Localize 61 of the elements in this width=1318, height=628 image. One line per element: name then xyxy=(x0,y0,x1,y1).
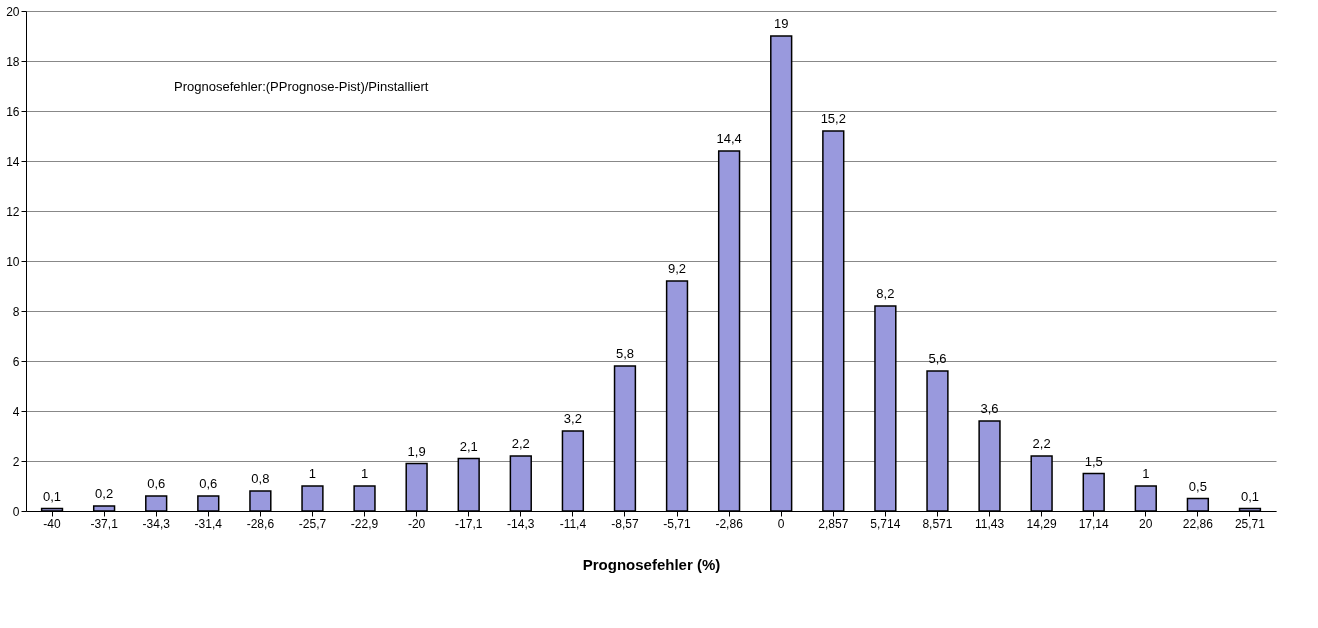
data-label: 0,5 xyxy=(1188,478,1207,494)
y-tick-label: 12 xyxy=(6,204,20,219)
x-tick-label: 2,857 xyxy=(818,516,849,531)
data-label: 0,1 xyxy=(1240,488,1259,504)
data-label: 1,5 xyxy=(1084,453,1103,469)
data-label: 3,6 xyxy=(980,401,999,416)
data-label: 19 xyxy=(773,16,789,31)
data-label: 9,2 xyxy=(668,261,687,276)
data-label: 8,2 xyxy=(876,286,895,301)
data-label: 1 xyxy=(1142,466,1150,481)
data-label: 0,6 xyxy=(199,476,218,491)
data-label: 5,6 xyxy=(928,351,947,366)
x-tick-label: -28,6 xyxy=(246,516,275,531)
data-label: 2,2 xyxy=(511,436,530,451)
y-tick-label: 8 xyxy=(12,304,20,319)
x-tick-label: 14,29 xyxy=(1026,516,1057,531)
x-tick-label: -8,57 xyxy=(611,516,639,531)
data-label: 0,1 xyxy=(43,488,62,504)
x-tick-label: -11,4 xyxy=(559,516,587,531)
data-label: 2,1 xyxy=(459,438,478,454)
x-tick-label: 17,14 xyxy=(1078,516,1110,531)
x-tick-label: -22,9 xyxy=(350,516,379,531)
x-axis-title: Prognosefehler (%) xyxy=(582,555,721,573)
x-tick-label: -25,7 xyxy=(298,516,327,531)
x-tick-label: 22,86 xyxy=(1182,516,1214,531)
x-tick-label: 25,71 xyxy=(1234,516,1266,531)
data-label: 14,4 xyxy=(716,131,742,146)
x-tick-label: -14,3 xyxy=(507,516,535,531)
x-tick-label: 0 xyxy=(777,516,785,531)
x-tick-label: -31,4 xyxy=(194,516,223,531)
annotation: Prognosefehler:(PPrognose-Pist)/Pinstalliert xyxy=(174,79,429,94)
x-tick-label: -17,1 xyxy=(455,516,483,531)
x-tick-label: -40 xyxy=(43,516,62,531)
x-tick-label: 20 xyxy=(1139,516,1153,531)
x-tick-label: -34,3 xyxy=(142,516,171,531)
y-tick-label: 0 xyxy=(12,504,20,519)
data-label: 5,8 xyxy=(615,346,634,361)
y-tick-label: 6 xyxy=(12,354,20,369)
y-tick-label: 2 xyxy=(12,454,20,469)
x-tick-label: -5,71 xyxy=(663,516,692,531)
y-tick-label: 10 xyxy=(6,254,20,269)
data-label: 2,2 xyxy=(1032,436,1051,451)
data-label: 1 xyxy=(308,466,317,481)
data-label: 1 xyxy=(360,466,369,481)
data-label: 0,6 xyxy=(147,476,166,491)
y-tick-label: 20 xyxy=(6,4,20,19)
data-label: 3,2 xyxy=(563,411,582,426)
data-label: 1,9 xyxy=(407,443,426,459)
x-tick-label: -37,1 xyxy=(90,516,119,531)
y-tick-label: 4 xyxy=(12,404,20,419)
data-label: 15,2 xyxy=(820,111,846,126)
x-tick-label: 5,714 xyxy=(870,516,901,531)
x-tick-label: -2,86 xyxy=(715,516,744,531)
x-tick-label: 11,43 xyxy=(974,516,1005,531)
x-tick-label: 8,571 xyxy=(922,516,953,531)
y-tick-label: 16 xyxy=(6,104,20,119)
y-tick-label: 14 xyxy=(6,154,20,169)
x-tick-label: -20 xyxy=(407,516,426,531)
data-label: 0,2 xyxy=(95,486,114,501)
y-tick-label: 18 xyxy=(6,54,20,69)
data-label: 0,8 xyxy=(251,471,270,486)
